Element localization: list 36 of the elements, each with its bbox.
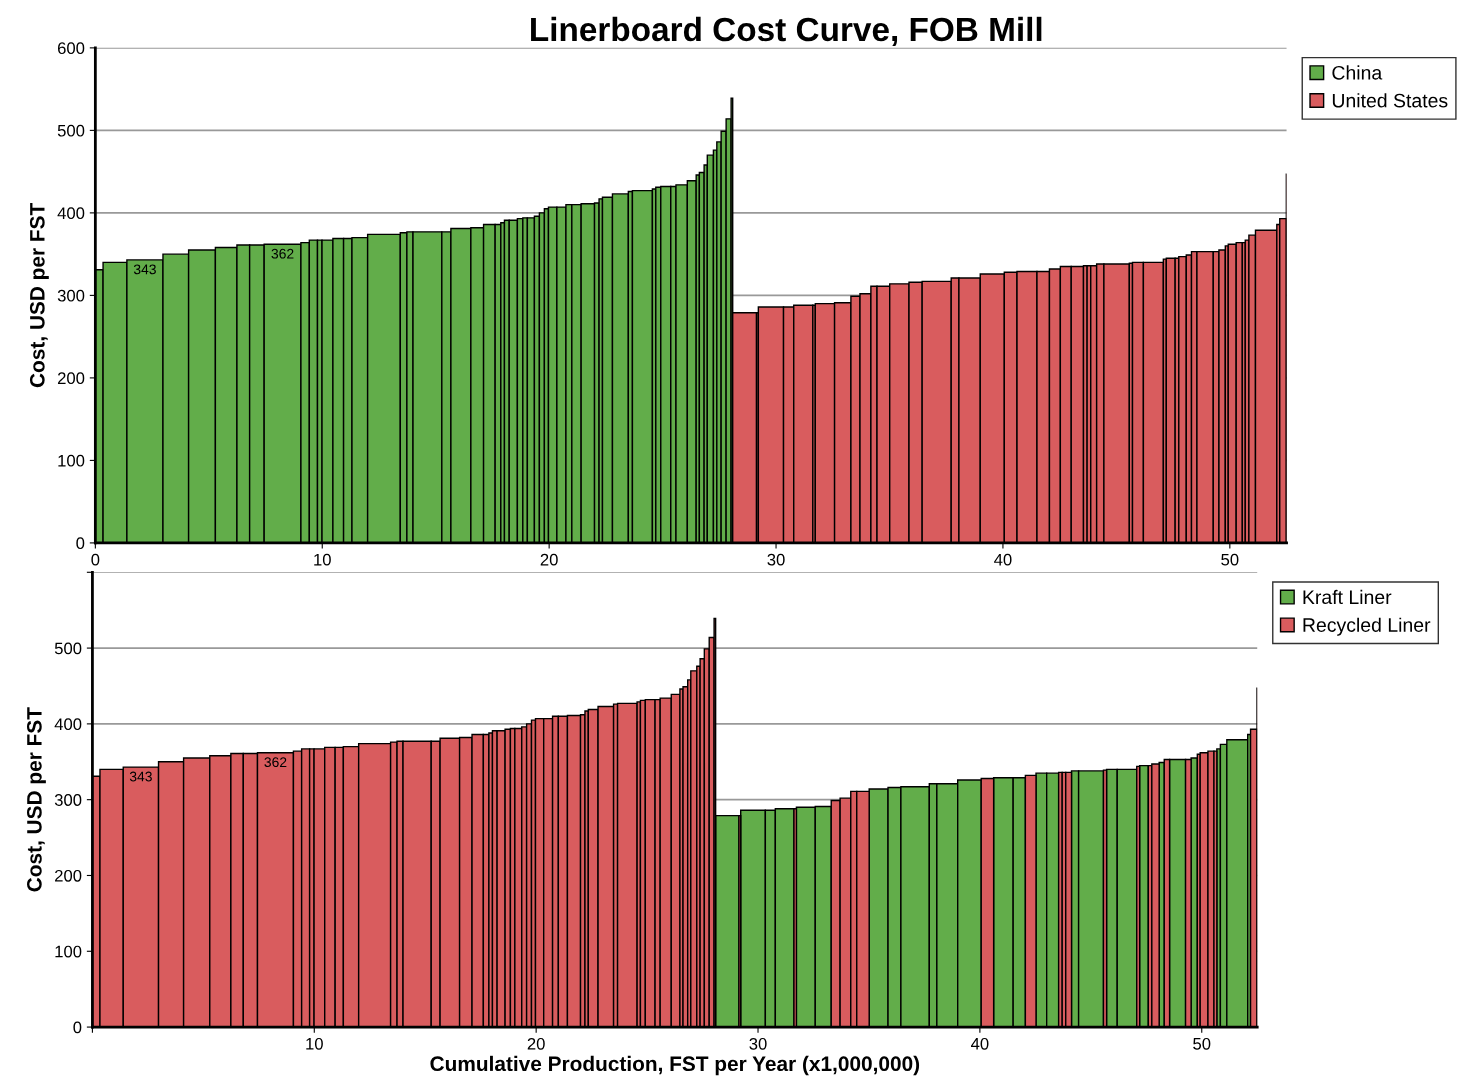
y-tick-label: 400 xyxy=(54,718,82,731)
y-tick-label: 500 xyxy=(57,124,85,137)
data-label: 362 xyxy=(271,248,294,259)
x-axis-title: Cumulative Production, FST per Year (x1,000,000) xyxy=(430,1055,920,1076)
y-tick-label: 200 xyxy=(57,372,85,385)
x-tick-label: 30 xyxy=(767,553,785,566)
x-tick-label: 40 xyxy=(971,1037,989,1050)
data-label: 343 xyxy=(129,771,152,782)
y-tick-label: 0 xyxy=(76,537,85,550)
legend-label: China xyxy=(1332,65,1383,80)
data-label: 343 xyxy=(133,264,156,275)
x-tick-label: 30 xyxy=(749,1037,767,1050)
x-tick-label: 20 xyxy=(540,553,558,566)
data-label: 362 xyxy=(264,757,287,768)
x-tick-label: 50 xyxy=(1221,553,1239,566)
y-axis-title: Cost, USD per FST xyxy=(29,203,49,388)
y-tick-label: 600 xyxy=(57,42,85,55)
x-tick-label: 10 xyxy=(314,553,331,566)
legend-label: Kraft Liner xyxy=(1303,589,1392,605)
x-tick-label: 10 xyxy=(306,1037,323,1050)
chart-title: Linerboard Cost Curve, FOB Mill xyxy=(531,16,1042,47)
y-axis-title: Cost, USD per FST xyxy=(27,707,46,892)
x-tick-label: 20 xyxy=(527,1037,545,1050)
y-tick-label: 500 xyxy=(54,642,82,655)
y-tick-label: 300 xyxy=(57,289,85,302)
legend-label: United States xyxy=(1332,93,1448,108)
y-tick-label: 100 xyxy=(58,454,85,467)
y-tick-label: 300 xyxy=(54,794,82,806)
x-tick-label: 0 xyxy=(91,553,100,566)
y-tick-label: 400 xyxy=(57,207,85,220)
x-tick-label: 40 xyxy=(994,553,1012,566)
y-tick-label: 200 xyxy=(55,869,82,882)
legend-label: Recycled Liner xyxy=(1303,617,1431,636)
y-tick-label: 100 xyxy=(55,945,82,958)
x-tick-label: 50 xyxy=(1193,1037,1211,1050)
y-tick-label: 0 xyxy=(73,1021,82,1034)
